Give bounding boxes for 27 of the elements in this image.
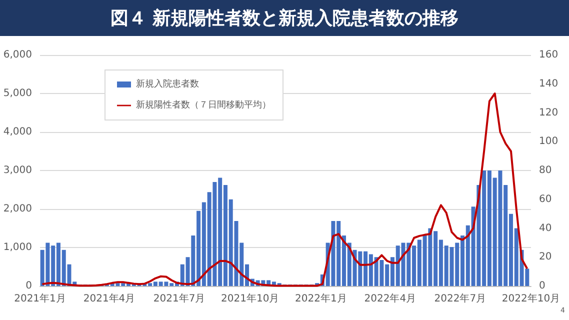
y-tick-label: 2,000 [3,204,32,214]
y-tick-label: 5,000 [3,88,32,99]
x-tick-label: 2021年4月 [83,292,136,304]
y2-tick-label: 0 [539,280,546,292]
y2-tick-label: 80 [539,165,552,176]
x-tick-label: 2022年1月 [294,292,347,304]
x-tick-label: 2022年7月 [434,292,486,304]
legend-label: 新規入院患者数 [136,78,199,90]
legend-label: 新規陽性者数（７日間移動平均） [136,100,271,110]
y2-tick-label: 120 [539,107,558,118]
y-tick-label: 4,000 [3,126,32,138]
x-tick-label: 2021年1月 [14,292,66,304]
y2-tick-label: 40 [539,222,552,234]
y2-tick-label: 160 [539,50,558,60]
y-tick-label: 0 [26,280,32,292]
y-tick-label: 1,000 [3,242,32,253]
x-tick-label: 2021年7月 [153,292,206,304]
y2-tick-label: 60 [539,194,552,205]
y-tick-label: 3,000 [3,165,32,176]
chart-title: 図４ 新規陽性者数と新規入院患者数の推移 [0,0,569,36]
y2-tick-label: 100 [539,136,558,148]
y2-tick-label: 20 [539,252,552,263]
x-tick-label: 2022年4月 [364,292,416,304]
x-tick-label: 2022年10月 [502,292,560,304]
x-tick-label: 2021年10月 [221,292,280,304]
y2-tick-label: 140 [539,78,558,90]
y-tick-label: 6,000 [3,50,32,60]
